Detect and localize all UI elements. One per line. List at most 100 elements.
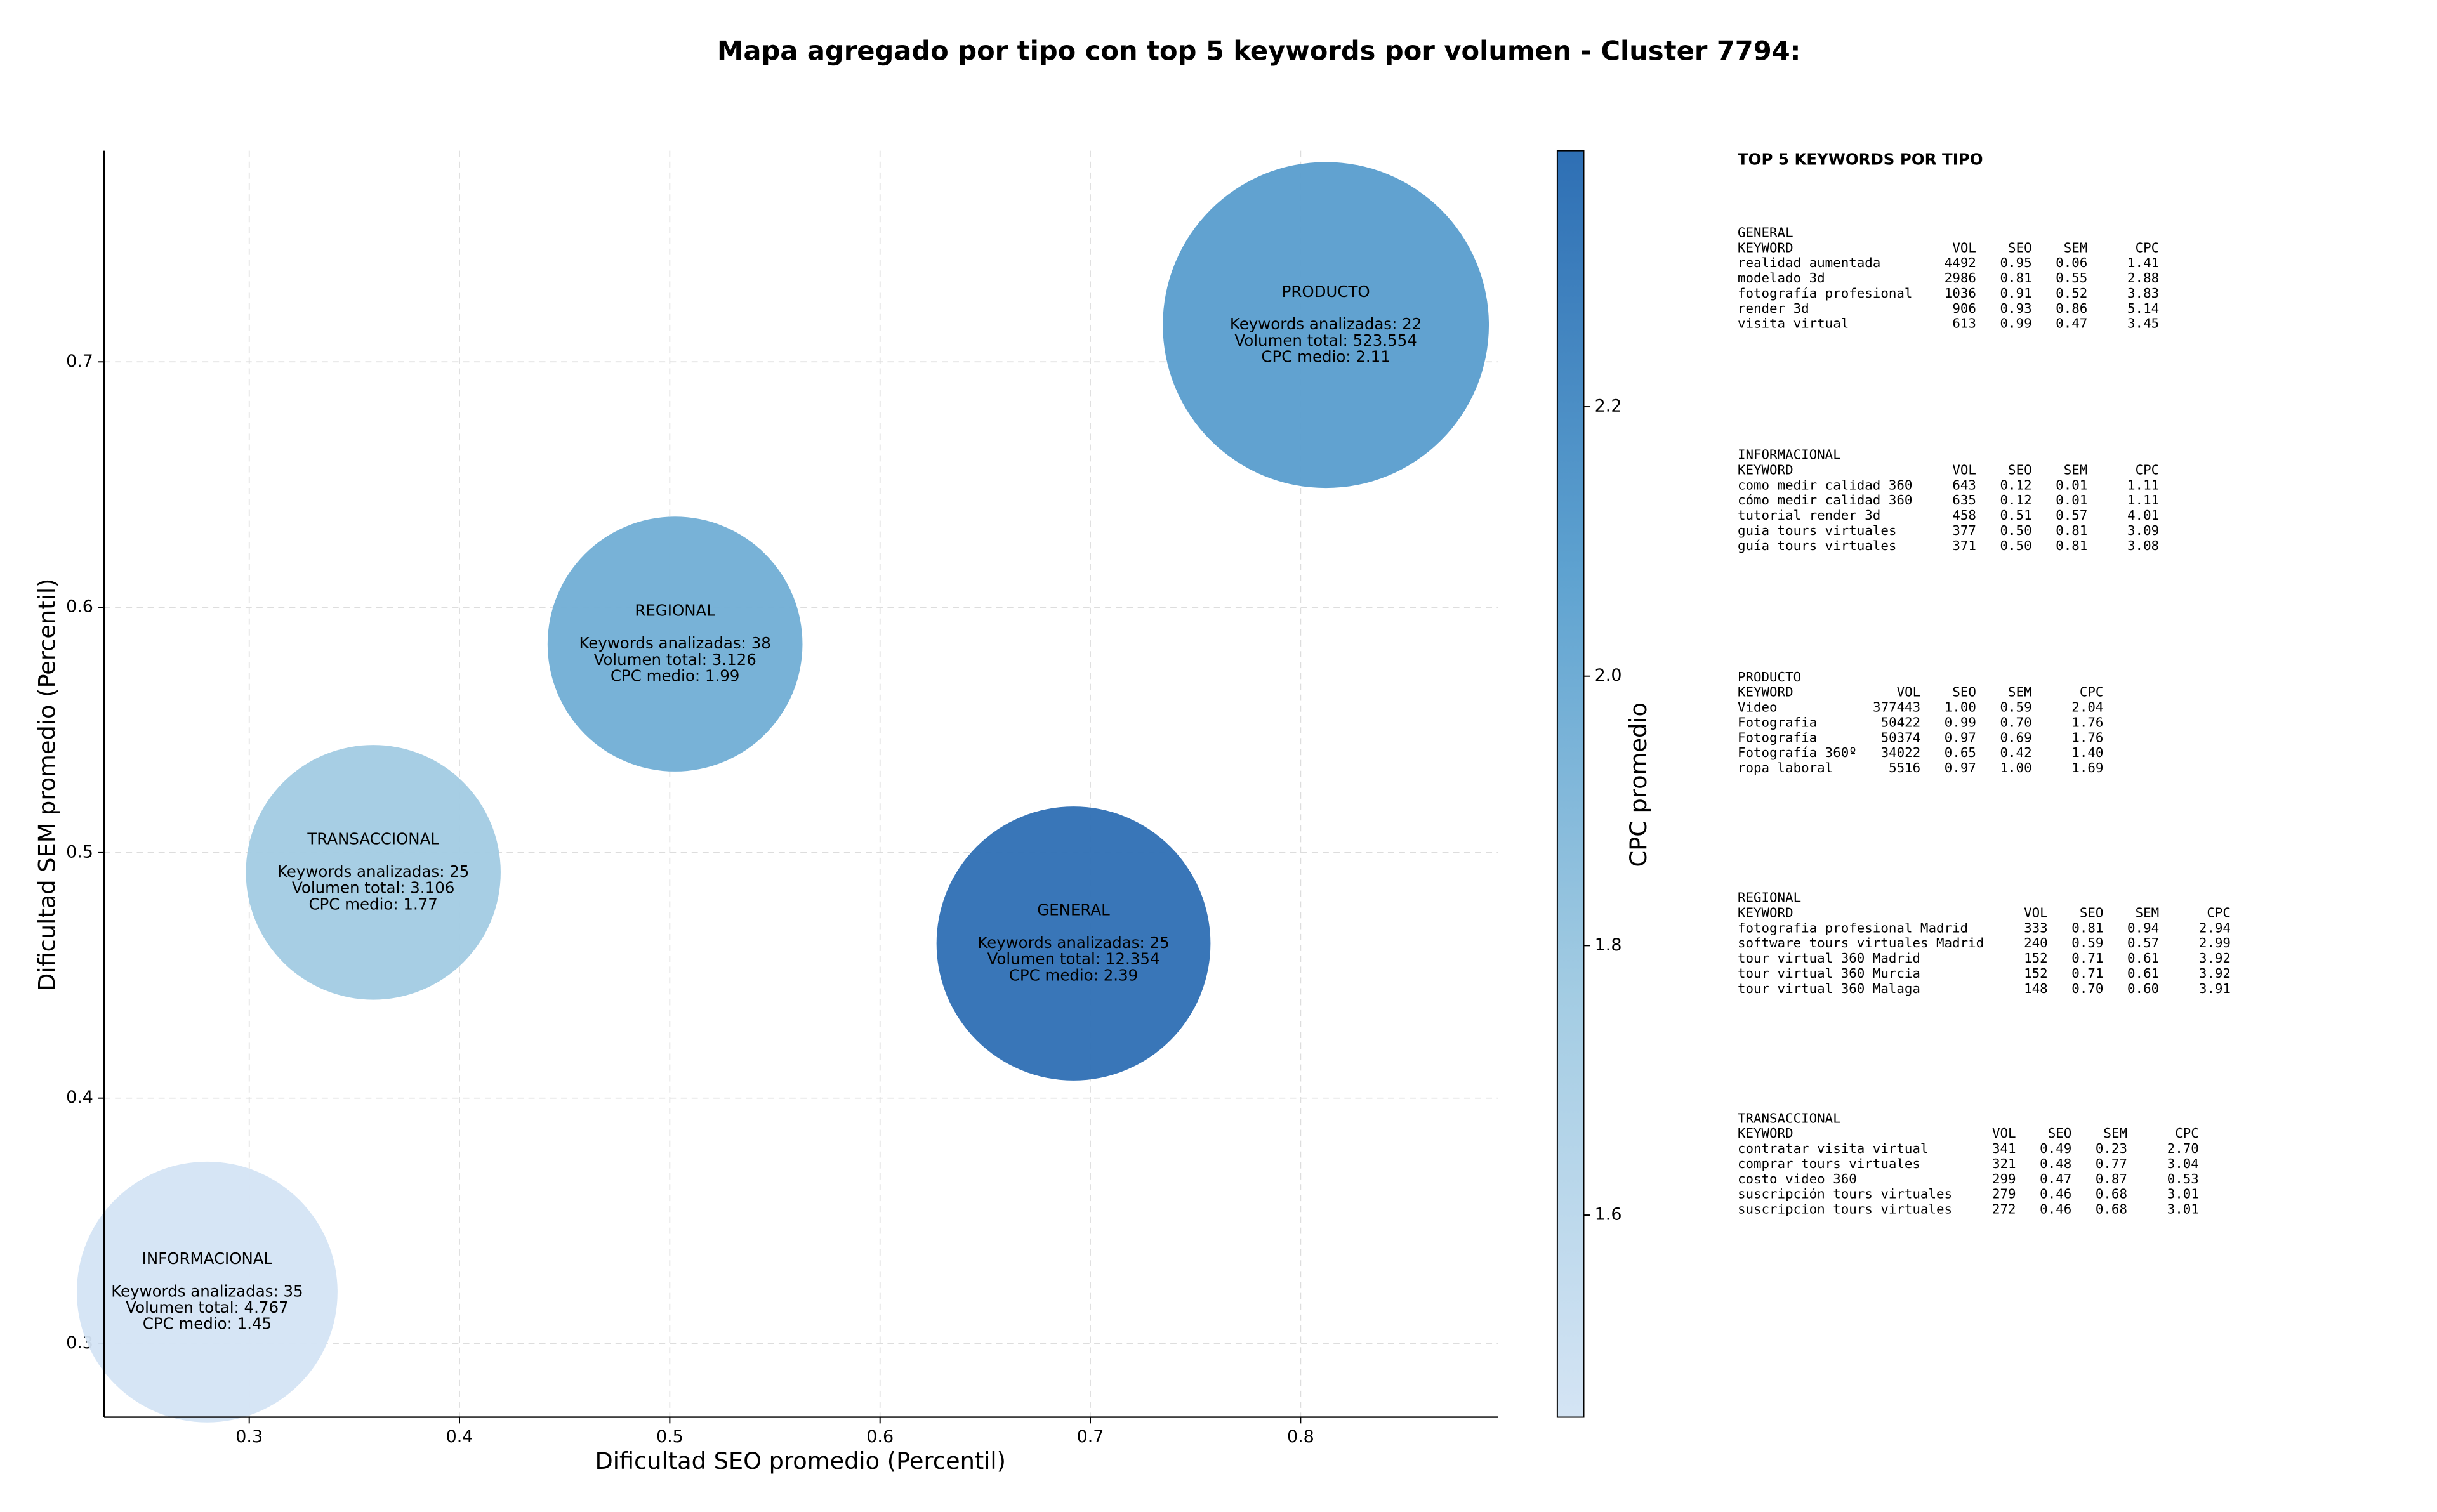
table-cell: ropa laboral [1738,760,1833,775]
table-cell: 1.11 [2127,477,2159,492]
table-cell: 0.59 [2071,935,2103,950]
x-tick-label: 0.8 [1287,1427,1314,1447]
table-header: SEM [2103,1126,2127,1141]
colorbar [1556,150,1585,1418]
table-header: CPC [2136,240,2160,255]
table-cell: 0.77 [2096,1156,2127,1171]
table-cell: 279 [1992,1187,2016,1202]
table-cell: 0.97 [1945,730,1976,745]
table-cell: 0.57 [2127,935,2159,950]
table-cell: realidad aumentada [1738,255,1880,270]
table-header: SEO [2008,240,2032,255]
table-header: VOL [1952,463,1976,478]
bubble [246,745,501,1000]
table-cell: render 3d [1738,301,1809,316]
table-cell: Fotografia [1738,714,1817,730]
table-cell: 1.76 [2071,714,2103,730]
table-cell: 0.12 [2000,477,2032,492]
table-cell: 458 [1952,508,1976,523]
table-cell: guía tours virtuales [1738,538,1896,553]
colorbar-tick-label: 1.8 [1595,935,1622,955]
x-tick-label: 0.4 [446,1427,473,1447]
table-group-name: PRODUCTO [1738,669,1801,685]
table-cell: 152 [2024,950,2048,966]
y-tick-label: 0.6 [66,597,93,617]
table-header: SEM [2008,685,2032,700]
table-cell: 0.57 [2056,508,2087,523]
x-tick-label: 0.7 [1077,1427,1104,1447]
table-cell: 3.91 [2199,981,2231,996]
table-cell: 1.41 [2127,255,2159,270]
bubble-annotation: CPC medio: 1.99 [611,667,739,685]
bubble-annotation: Volumen total: 3.106 [292,879,454,897]
bubble-name: GENERAL [1037,901,1110,919]
table-header: KEYWORD [1738,905,1793,920]
table-cell: 0.99 [2000,316,2032,331]
bubble-annotation: CPC medio: 1.77 [308,895,437,913]
bubble-name: TRANSACCIONAL [307,829,439,848]
table-cell: 0.46 [2040,1202,2071,1217]
table-cell: 4.01 [2127,508,2159,523]
table-cell: 0.69 [2000,730,2032,745]
x-tick-label: 0.3 [235,1427,263,1447]
table-cell: 0.87 [2096,1171,2127,1187]
table-cell: 0.71 [2071,950,2103,966]
table-cell: 2.04 [2071,700,2103,715]
table-cell: 1.00 [1945,700,1976,715]
table-cell: guia tours virtuales [1738,523,1896,538]
table-cell: 0.81 [2000,270,2032,286]
y-tick-label: 0.4 [66,1088,93,1107]
bubble [76,1161,338,1423]
table-cell: fotografía profesional [1738,286,1912,301]
table-cell: suscripción tours virtuales [1738,1187,1952,1202]
table-cell: 2.99 [2199,935,2231,950]
table-cell: 0.81 [2056,538,2087,553]
table-header: VOL [1992,1126,2016,1141]
table-cell: 0.55 [2056,270,2087,286]
table-header: VOL [1952,240,1976,255]
table-cell: costo video 360 [1738,1171,1857,1187]
table-cell: 0.61 [2127,966,2159,981]
table-cell: 1.00 [2000,760,2032,775]
table-header: CPC [2207,905,2231,920]
table-cell: tutorial render 3d [1738,508,1880,523]
table-cell: 0.91 [2000,286,2032,301]
table-cell: 1.40 [2071,745,2103,760]
table-cell: 0.51 [2000,508,2032,523]
table-header: SEM [2064,240,2088,255]
table-cell: 0.61 [2127,950,2159,966]
table-cell: 2.88 [2127,270,2159,286]
table-cell: 321 [1992,1156,2016,1171]
colorbar-tick-label: 2.0 [1595,666,1622,685]
x-tick-label: 0.5 [656,1427,684,1447]
table-cell: 377 [1952,523,1976,538]
table-cell: 3.08 [2127,538,2159,553]
table-cell: modelado 3d [1738,270,1825,286]
bubble-annotation: CPC medio: 2.39 [1009,966,1138,984]
table-cell: 2986 [1945,270,1976,286]
table-header: CPC [2080,685,2104,700]
table-cell: 0.99 [1945,714,1976,730]
table-cell: fotografia profesional Madrid [1738,920,1968,935]
table-cell: 0.68 [2096,1187,2127,1202]
table-cell: 0.52 [2056,286,2087,301]
table-cell: 3.01 [2167,1187,2199,1202]
table-cell: 5.14 [2127,301,2159,316]
table-header: KEYWORD [1738,685,1793,700]
table-cell: 3.92 [2199,950,2231,966]
bubble-annotation: CPC medio: 2.11 [1261,348,1390,366]
y-tick-label: 0.5 [66,842,93,862]
table-cell: 240 [2024,935,2048,950]
table-cell: Video [1738,700,1778,715]
table-cell: 0.50 [2000,523,2032,538]
table-cell: 5516 [1889,760,1920,775]
chart-title: Mapa agregado por tipo con top 5 keyword… [717,35,1800,66]
table-cell: 34022 [1881,745,1921,760]
table-cell: Fotografía 360º [1738,745,1857,760]
table-cell: 3.45 [2127,316,2159,331]
table-cell: 0.71 [2071,966,2103,981]
table-cell: 0.59 [2000,700,2032,715]
table-cell: 0.95 [2000,255,2032,270]
table-header: SEO [1952,685,1976,700]
table-cell: cómo medir calidad 360 [1738,492,1912,508]
